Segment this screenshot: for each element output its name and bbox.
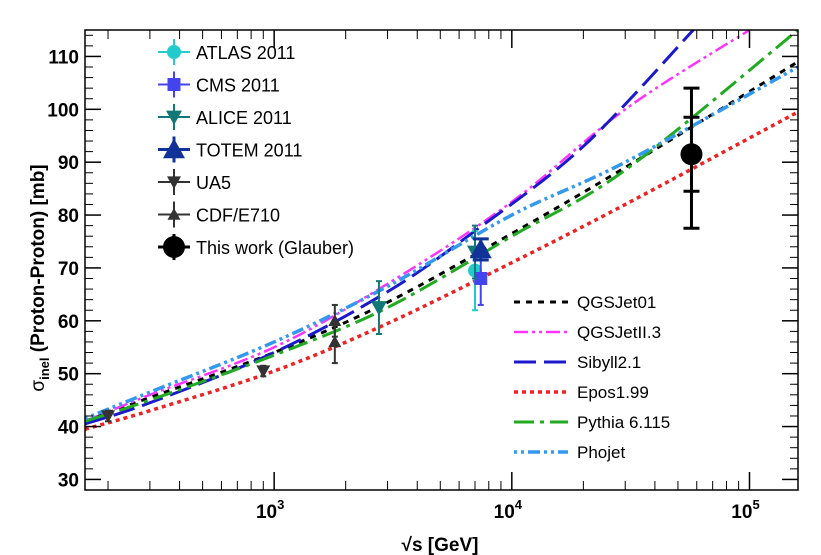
point-ua5-1 xyxy=(256,365,271,379)
curve-phojet xyxy=(85,65,798,421)
point-this-work-glauber-0 xyxy=(680,143,703,166)
y-tick-label-110: 110 xyxy=(48,47,79,68)
y-tick-label-90: 90 xyxy=(58,153,79,174)
legend-marker-cdf-e710 xyxy=(167,208,181,220)
legend-marker-this-work-glauber xyxy=(163,236,185,258)
curve-sibyll2-1 xyxy=(85,30,696,426)
x-axis-label: √s [GeV] xyxy=(402,535,479,555)
model-curves xyxy=(85,30,798,431)
legend-marker-ua5 xyxy=(167,176,181,189)
legend-models: QGSJet01 QGSJetII.3 Sibyll2.1 Epos1.99 Pythi… xyxy=(514,293,670,462)
legend-label-epos1-99: Epos1.99 xyxy=(577,383,649,402)
curve-qgsjetii-3 xyxy=(85,30,752,423)
curve-qgsjet01 xyxy=(85,60,798,423)
x-tick-exp: 5 xyxy=(752,497,759,512)
x-tick-base: 10 xyxy=(731,502,752,523)
legend-label-cdf-e710: CDF/E710 xyxy=(196,206,280,226)
point-totem-2011-0 xyxy=(469,238,492,259)
x-tick-label-100000: 105 xyxy=(731,497,759,523)
legend-label-ua5: UA5 xyxy=(196,173,231,193)
legend-label-totem-2011: TOTEM 2011 xyxy=(196,141,302,161)
legend-marker-totem-2011 xyxy=(163,138,185,159)
x-tick-exp: 4 xyxy=(515,497,523,512)
legend-label-alice-2011: ALICE 2011 xyxy=(196,108,292,128)
y-axis-label-sub: inel xyxy=(37,357,52,379)
legend-label-cms-2011: CMS 2011 xyxy=(196,76,280,96)
x-tick-label-1000: 103 xyxy=(256,497,284,523)
curve-pythia-6-115 xyxy=(85,30,798,423)
y-tick-label-70: 70 xyxy=(58,259,79,280)
legend-label-this-work-glauber: This work (Glauber) xyxy=(196,238,354,258)
x-tick-label-10000: 104 xyxy=(494,497,523,523)
legend-label-sibyll2-1: Sibyll2.1 xyxy=(577,353,641,372)
plot-frame xyxy=(84,29,799,491)
x-tick-exp: 3 xyxy=(277,497,284,512)
y-tick-label-60: 60 xyxy=(58,312,79,333)
legend-marker-alice-2011 xyxy=(166,110,182,125)
measurement-points xyxy=(101,86,703,423)
y-axis-label-rest: (Proton-Proton) [mb] xyxy=(28,164,49,357)
y-axis-label: σinel (Proton-Proton) [mb] xyxy=(28,164,52,391)
y-tick-label-40: 40 xyxy=(58,418,79,439)
legend-label-atlas-2011: ATLAS 2011 xyxy=(196,43,295,63)
y-tick-label-30: 30 xyxy=(58,470,79,491)
point-cdf-e710-1 xyxy=(328,335,342,348)
legend-label-qgsjet01: QGSJet01 xyxy=(577,293,656,312)
y-axis-label-sigma: σ xyxy=(28,380,49,392)
legend-marker-cms-2011 xyxy=(167,78,181,91)
y-tick-label-50: 50 xyxy=(58,365,79,386)
x-tick-base: 10 xyxy=(494,502,515,523)
point-cms-2011-0 xyxy=(474,272,488,286)
y-tick-label-80: 80 xyxy=(58,206,79,227)
legend-label-phojet: Phojet xyxy=(577,443,625,462)
legend-label-qgsjetii-3: QGSJetII.3 xyxy=(577,323,661,342)
legend-label-pythia-6-115: Pythia 6.115 xyxy=(577,413,670,432)
y-tick-label-100: 100 xyxy=(47,100,79,121)
legend-measurements: ATLAS 2011 CMS 2011 ALICE 2011 TOTEM 2011 UA… xyxy=(158,39,354,260)
legend-marker-atlas-2011 xyxy=(167,45,181,59)
point-ua5-0 xyxy=(101,410,116,423)
x-tick-base: 10 xyxy=(256,502,277,523)
point-alice-2011-0 xyxy=(370,301,387,316)
curve-epos1-99 xyxy=(85,110,798,431)
